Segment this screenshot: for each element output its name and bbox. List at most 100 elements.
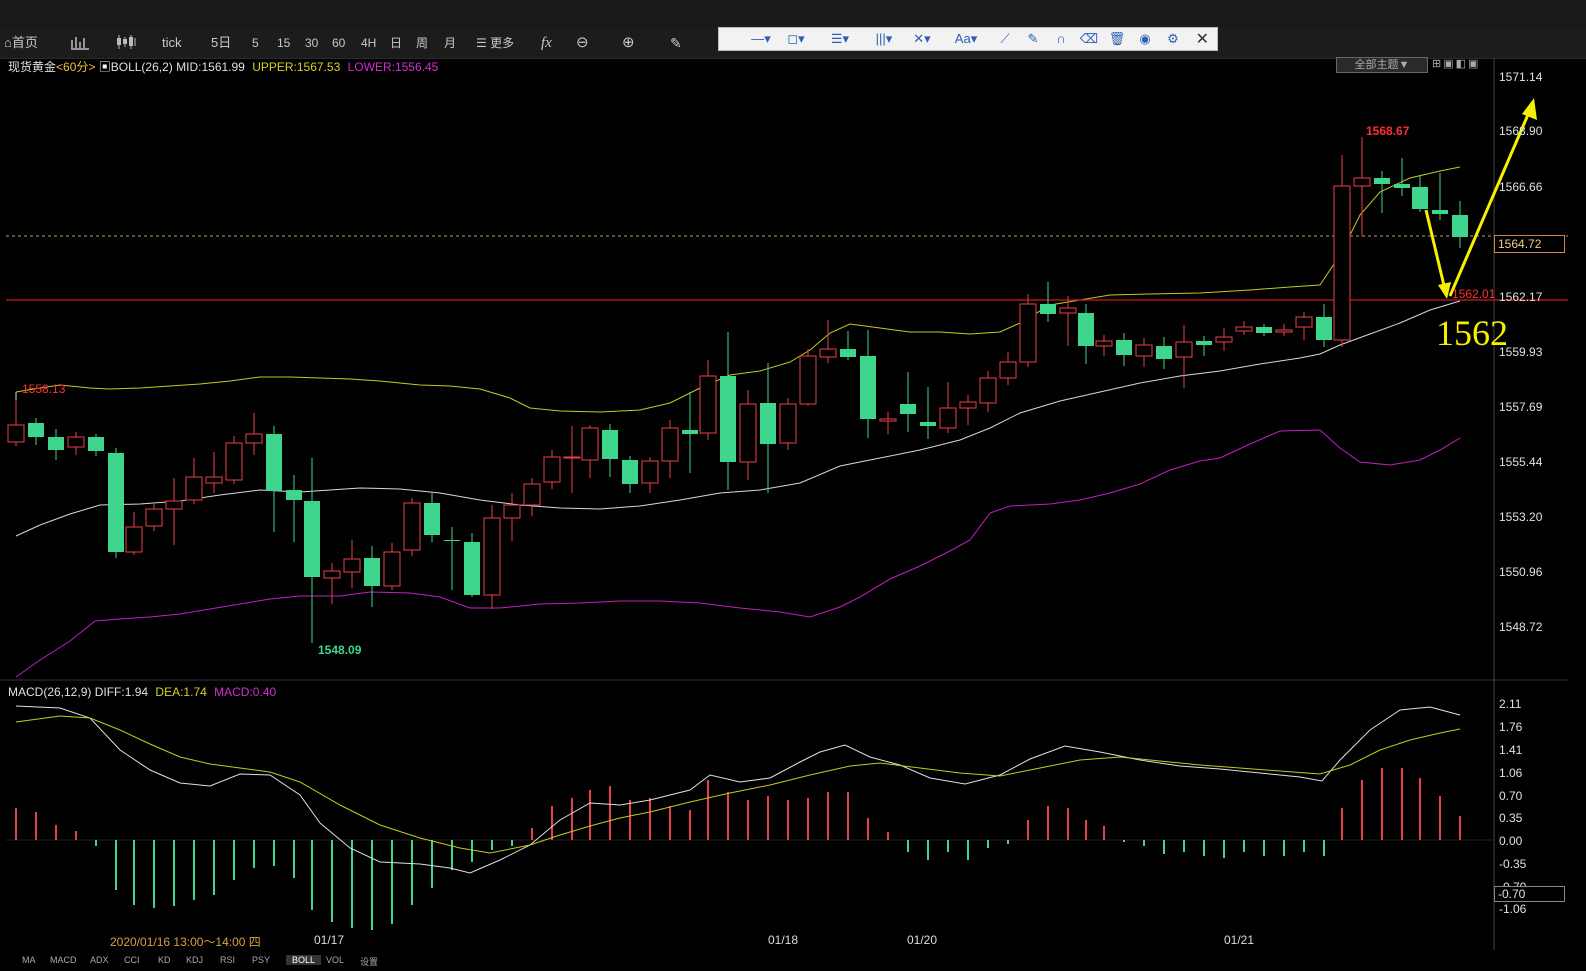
zoom-in-icon[interactable]: ⊕: [622, 34, 635, 51]
period-5min[interactable]: 5: [252, 36, 259, 50]
macd-dea-line: [15, 715, 1461, 854]
macd-axis-tick: 2.11: [1499, 697, 1522, 711]
candle-body: [682, 430, 698, 434]
price-axis-tick: 1557.69: [1499, 400, 1543, 414]
eye-icon[interactable]: ◉: [1139, 31, 1151, 46]
macd-dea: DEA:1.74: [155, 685, 207, 699]
macd-axis-tick: 0.35: [1499, 811, 1523, 825]
left-high-label: 1558.13: [22, 382, 66, 396]
period-30min[interactable]: 30: [305, 36, 319, 50]
theme-select[interactable]: 全部主题▼: [1336, 57, 1428, 73]
candle-body: [900, 404, 916, 414]
main-legend: 现货黄金<60分> ▣BOLL(26,2) MID:1561.99 UPPER:…: [8, 58, 438, 75]
candle-body: [879, 418, 897, 422]
candle-body: [1040, 304, 1056, 314]
candle-body: [286, 490, 302, 500]
indicator-tab-0[interactable]: MA: [22, 955, 36, 965]
candle-body: [108, 453, 124, 552]
candlestick-icon[interactable]: [116, 34, 138, 52]
candle-body: [819, 348, 837, 358]
period-5day[interactable]: 5日: [211, 35, 232, 50]
indicator-tab-9[interactable]: VOL: [326, 955, 345, 965]
period-month[interactable]: 月: [444, 36, 457, 50]
channel-tool-icon[interactable]: ☰▾: [830, 31, 850, 46]
period-60min[interactable]: 60: [332, 36, 346, 50]
trash-icon[interactable]: 🗑: [1108, 31, 1126, 46]
candle-body: [165, 500, 183, 510]
candle-body: [48, 437, 64, 450]
macd-axis-tick: 0.70: [1499, 789, 1523, 803]
indicator-tab-3[interactable]: CCI: [124, 955, 140, 965]
period-15min[interactable]: 15: [277, 36, 291, 50]
candle-body: [444, 540, 460, 541]
home-icon: ⌂: [4, 35, 12, 50]
candle-body: [1156, 346, 1172, 359]
arrow-head-up: [1522, 98, 1537, 120]
macd-axis-tick: 1.06: [1499, 766, 1523, 780]
candle-body: [1432, 210, 1448, 214]
macd-axis-tick: 1.76: [1499, 720, 1523, 734]
price-axis-tick: 1568.90: [1499, 124, 1543, 138]
pencil-icon[interactable]: ✎: [1027, 31, 1039, 46]
boll-mid: MID:1561.99: [176, 60, 245, 74]
indicator-tab-7[interactable]: PSY: [252, 955, 271, 965]
macd-diff: DIFF:1.94: [94, 685, 149, 699]
indicator-tab-8[interactable]: BOLL: [286, 955, 322, 965]
fib-tool-icon[interactable]: |||▾: [875, 31, 893, 46]
indicator-tab-4[interactable]: KD: [158, 955, 171, 965]
home-button[interactable]: ⌂首页: [4, 35, 38, 50]
draw-pen-icon[interactable]: ✎: [670, 35, 682, 51]
list-icon: ☰: [476, 36, 487, 50]
formula-button[interactable]: fx: [541, 35, 552, 51]
candle-body: [622, 460, 638, 484]
candle-body: [125, 526, 143, 553]
candle-body: [1116, 340, 1132, 355]
macd-axis-tick: 0.00: [1499, 834, 1523, 848]
layout-icons[interactable]: ⊞▣◧▣: [1432, 58, 1481, 70]
candle-body: [581, 427, 599, 461]
boll-checkbox-icon[interactable]: ▣: [98, 60, 111, 74]
candle-body: [403, 502, 421, 551]
indicator-tab-10[interactable]: 设置: [360, 957, 379, 967]
candle-body: [67, 436, 85, 448]
candle-body: [779, 403, 797, 444]
high-price-label: 1568.67: [1366, 124, 1410, 138]
period-week[interactable]: 周: [416, 36, 429, 50]
shape-tool-icon[interactable]: ◻▾: [787, 31, 805, 46]
gear-icon[interactable]: ⚙: [1167, 31, 1179, 46]
bar-chart-icon[interactable]: [70, 34, 90, 52]
candle-body: [503, 504, 521, 519]
ruler-icon[interactable]: ⟋: [1000, 31, 1010, 46]
candle-body: [799, 355, 817, 405]
period-day[interactable]: 日: [390, 36, 403, 50]
text-tool[interactable]: Aa▾: [954, 31, 978, 46]
candle-body: [1175, 341, 1193, 358]
candle-body: [959, 401, 977, 409]
candle-body: [920, 422, 936, 426]
close-icon[interactable]: ✕: [1195, 31, 1209, 48]
period-tick[interactable]: tick: [162, 35, 182, 50]
candle-body: [1394, 184, 1410, 188]
candle-body: [225, 442, 243, 481]
more-button[interactable]: ☰ 更多: [476, 36, 515, 50]
date-label-0120: 01/20: [907, 933, 938, 947]
indicator-tab-1[interactable]: MACD: [50, 955, 77, 965]
macd-name: MACD(26,12,9): [8, 685, 92, 699]
eraser-icon[interactable]: ⌫: [1079, 31, 1099, 46]
candle-body: [523, 483, 541, 506]
candle-body: [1078, 313, 1094, 346]
indicator-tab-6[interactable]: RSI: [220, 955, 236, 965]
candle-body: [383, 551, 401, 587]
period-4h[interactable]: 4H: [361, 36, 377, 50]
candle-body: [760, 403, 776, 444]
magnet-icon[interactable]: ∩: [1056, 31, 1066, 46]
zoom-out-icon[interactable]: ⊖: [576, 34, 589, 51]
period-label: <60分>: [56, 60, 96, 74]
indicator-tab-5[interactable]: KDJ: [186, 955, 204, 965]
pattern-tool-icon[interactable]: ✕▾: [913, 31, 931, 46]
date-cursor-label: 2020/01/16 13:00～14:00 四: [110, 935, 261, 949]
prediction-arrow-down: [1424, 209, 1448, 295]
indicator-tab-2[interactable]: ADX: [90, 955, 109, 965]
line-tool-icon[interactable]: —▾: [751, 31, 771, 46]
